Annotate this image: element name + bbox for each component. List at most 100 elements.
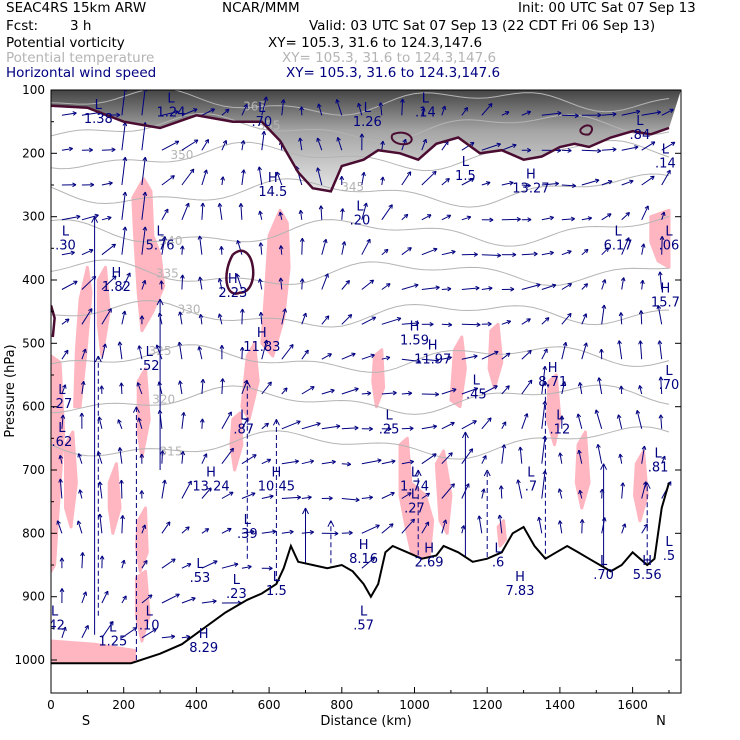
wind-arrowhead-100: [179, 245, 185, 250]
wind-vector-367: [581, 179, 600, 186]
wind-arrowhead-189: [302, 312, 307, 318]
wind-arrowhead-254: [414, 283, 419, 288]
wind-vector-119: [198, 346, 203, 360]
wind-vector-198: [317, 167, 323, 186]
shade-region-0: [131, 177, 166, 333]
wind-vector-7: [61, 349, 69, 360]
extremum-type-38: H: [424, 541, 434, 556]
extremum-value-19: 11.83: [243, 340, 280, 355]
extremum-value-32: 10.45: [258, 479, 295, 494]
wind-vector-130: [219, 203, 223, 220]
wind-vector-145: [240, 203, 243, 220]
model-title: SEAC4RS 15km ARW: [6, 0, 147, 16]
wind-vector-94: [161, 593, 180, 604]
wind-arrowhead-401: [618, 453, 623, 458]
wind-arrowhead-412: [638, 385, 643, 390]
extremum-type-46: L: [273, 570, 281, 585]
extremum-type-40: L: [196, 557, 204, 572]
wind-updraft-head-6: [302, 507, 309, 515]
extremum-type-20: H: [410, 320, 420, 335]
wind-vector-38: [101, 308, 112, 325]
wind-vector-22: [81, 308, 93, 325]
extremum-value-6: .14: [655, 156, 676, 171]
wind-arrowhead-4: [70, 250, 75, 256]
wind-vector-21: [81, 275, 97, 290]
wind-vector-264: [421, 170, 437, 186]
wind-vector-338: [517, 479, 523, 499]
wind-vector-405: [641, 141, 656, 151]
wind-arrowhead-342: [549, 215, 554, 221]
wind-vector-203: [321, 353, 332, 360]
wind-arrowhead-87: [155, 344, 160, 349]
wind-arrowhead-248: [389, 523, 394, 528]
extremum-type-49: L: [51, 605, 59, 620]
wind-arrowhead-319: [510, 286, 515, 292]
wind-arrowhead-120: [200, 378, 206, 384]
wind-arrowhead-193: [309, 459, 315, 464]
wind-vector-294: [461, 323, 481, 326]
wind-arrowhead-398: [617, 340, 622, 345]
wind-arrowhead-364: [557, 520, 563, 525]
extremum-type-1: L: [167, 92, 175, 107]
wind-vector-265: [421, 214, 432, 221]
wind-arrowhead-360: [561, 381, 567, 386]
wind-vector-67: [141, 191, 146, 220]
wind-vector-158: [258, 166, 263, 186]
extremum-value-44: 5.56: [633, 568, 662, 583]
wind-vector-102: [179, 311, 183, 325]
wind-vector-228: [361, 316, 376, 325]
wind-vector-26: [78, 453, 83, 464]
wind-vector-412: [639, 385, 643, 395]
wind-arrowhead-18: [90, 182, 95, 188]
wind-updraft-head-9: [461, 431, 469, 439]
wind-arrowhead-158: [257, 166, 262, 171]
wind-vector-251: [401, 171, 412, 186]
wind-vector-387: [595, 409, 603, 429]
extremum-type-44: H: [642, 554, 652, 569]
wind-vector-316: [501, 182, 514, 186]
wind-arrowhead-155: [247, 564, 252, 570]
x-tick-label-1600: 1600: [617, 698, 648, 712]
wind-arrowhead-170: [280, 99, 286, 104]
wind-arrowhead-296: [473, 387, 479, 392]
wind-arrowhead-376: [578, 489, 583, 495]
extremum-value-26: .62: [52, 435, 73, 450]
wind-arrowhead-417: [669, 108, 674, 113]
wind-vector-168: [261, 530, 277, 534]
theta-contour-365: [51, 90, 670, 116]
wind-vector-84: [161, 236, 166, 255]
wind-arrowhead-53: [126, 272, 131, 277]
wind-arrowhead-244: [392, 390, 397, 396]
pv-contour-small-loop-2: [390, 131, 413, 146]
wind-arrowhead-406: [650, 175, 655, 181]
wind-arrowhead-243: [385, 355, 391, 361]
extremum-type-45: L: [233, 573, 241, 588]
wind-arrowhead-381: [607, 213, 612, 218]
wind-vector-381: [601, 213, 612, 221]
wind-vector-133: [218, 313, 223, 325]
wind-vector-49: [121, 122, 126, 151]
wind-arrowhead-26: [77, 453, 82, 458]
wind-arrowhead-5: [73, 280, 78, 285]
wind-arrowhead-162: [258, 311, 264, 317]
wind-arrowhead-268: [429, 321, 434, 327]
wind-vector-419: [661, 169, 671, 186]
wind-arrowhead-317: [516, 216, 521, 222]
wind-vector-139: [221, 528, 232, 534]
wind-vector-99: [181, 203, 190, 220]
wind-vector-308: [481, 351, 499, 360]
wind-arrowhead-25: [79, 412, 85, 417]
wind-arrowhead-291: [466, 215, 472, 221]
field-xy-wind: XY= 105.3, 31.6 to 124.3,147.6: [286, 65, 501, 81]
wind-arrowhead-323: [502, 421, 507, 426]
extremum-type-23: L: [665, 364, 673, 379]
wind-arrowhead-33: [111, 147, 116, 153]
wind-arrowhead-188: [299, 278, 305, 283]
wind-arrowhead-123: [207, 487, 212, 492]
x-tick-label-1400: 1400: [545, 698, 576, 712]
terrain-line: [51, 482, 670, 665]
wind-vector-170: [281, 99, 285, 116]
wind-vector-253: [401, 247, 412, 256]
wind-vector-143: [241, 140, 245, 151]
wind-arrowhead-220: [355, 497, 360, 503]
